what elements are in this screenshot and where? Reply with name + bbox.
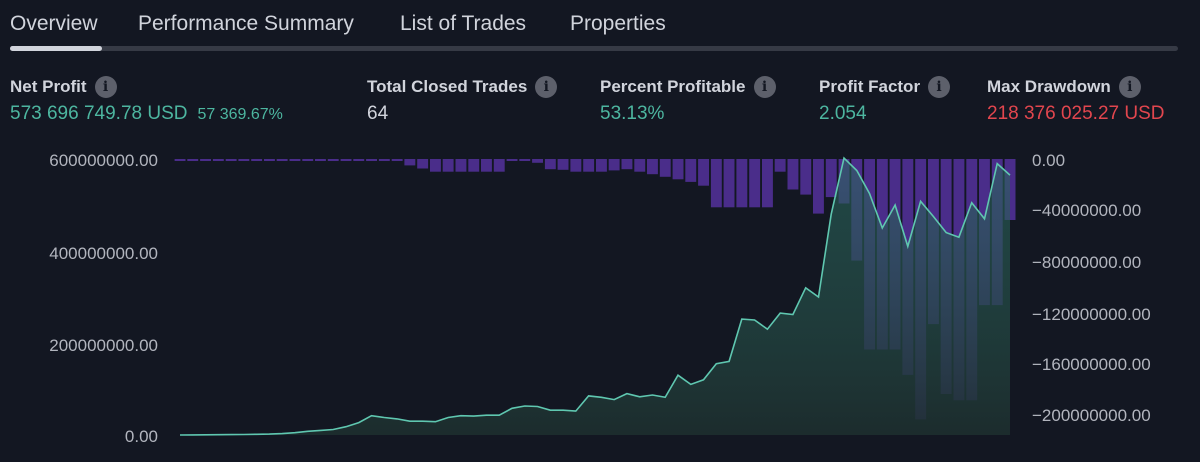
left-tick-label: 0.00 (125, 427, 158, 446)
metric-label: Percent Profitable (600, 77, 746, 96)
left-axis: 600000000.00 400000000.00 200000000.00 0… (49, 151, 158, 446)
drawdown-bar (813, 159, 824, 214)
info-icon[interactable]: i (94, 76, 117, 98)
drawdown-bar (608, 159, 620, 171)
drawdown-bar (583, 159, 595, 172)
drawdown-bar (519, 159, 531, 161)
info-icon[interactable]: i (753, 76, 776, 98)
net-profit-value: 573 696 749.78 USD 57 369.67% (10, 103, 283, 125)
metric-net-profit: Net Profit i 573 696 749.78 USD 57 369.67% (10, 76, 283, 125)
drawdown-bar (570, 159, 582, 172)
left-tick-label: 400000000.00 (49, 244, 158, 263)
right-tick-label: −120000000.00 (1032, 305, 1151, 324)
right-tick-label: −80000000.00 (1032, 253, 1141, 272)
drawdown-bar (225, 159, 237, 161)
max-drawdown-value: 218 376 025.27 USD (987, 103, 1165, 124)
drawdown-bar (353, 159, 365, 161)
metric-label: Net Profit (10, 77, 87, 96)
tab-overview[interactable]: Overview (10, 12, 98, 35)
tab-track (10, 46, 1178, 51)
tab-properties[interactable]: Properties (570, 12, 666, 35)
drawdown-bar (289, 159, 301, 161)
right-tick-label: −40000000.00 (1032, 201, 1141, 220)
drawdown-bar (455, 159, 467, 172)
metric-max-drawdown: Max Drawdown i 218 376 025.27 USD (987, 76, 1200, 125)
drawdown-bar (749, 159, 761, 208)
drawdown-bar (698, 159, 709, 186)
drawdown-bar (762, 159, 773, 208)
drawdown-bar (532, 159, 543, 163)
drawdown-bar (557, 159, 569, 170)
right-axis: 0.00 −40000000.00 −80000000.00 −12000000… (1032, 151, 1151, 425)
drawdown-bar (251, 159, 263, 161)
equity-area (180, 158, 1010, 435)
percent-profitable-value: 53.13% (600, 103, 665, 124)
drawdown-bar (506, 159, 518, 161)
total-closed-trades-value: 64 (367, 103, 389, 124)
metric-label: Total Closed Trades (367, 77, 528, 96)
drawdown-bar (174, 159, 186, 161)
drawdown-bar (596, 159, 607, 172)
drawdown-bar (647, 159, 658, 175)
drawdown-bar (710, 159, 722, 208)
drawdown-bar (404, 159, 416, 166)
right-tick-label: −160000000.00 (1032, 355, 1151, 374)
drawdown-bar (468, 159, 480, 172)
left-tick-label: 600000000.00 (49, 151, 158, 170)
drawdown-bar (276, 159, 288, 161)
drawdown-bar (200, 159, 211, 161)
drawdown-bar (736, 159, 748, 208)
drawdown-bar (391, 159, 403, 161)
drawdown-bar (1004, 159, 1016, 220)
drawdown-bar (327, 159, 339, 161)
net-profit-percent: 57 369.67% (197, 106, 283, 123)
drawdown-bar (723, 159, 735, 208)
drawdown-bar (340, 159, 352, 161)
net-profit-amount: 573 696 749.78 USD (10, 103, 188, 124)
drawdown-bar (672, 159, 684, 180)
drawdown-bar (659, 159, 671, 177)
drawdown-bar (302, 159, 314, 161)
drawdown-bar (481, 159, 492, 172)
drawdown-bar (366, 159, 377, 161)
drawdown-bar (544, 159, 556, 170)
tab-list-of-trades[interactable]: List of Trades (400, 12, 527, 35)
right-tick-label: 0.00 (1032, 151, 1065, 170)
tab-bar: Overview Performance Summary List of Tra… (0, 0, 1200, 52)
drawdown-bar (442, 159, 454, 172)
drawdown-bar (378, 159, 390, 161)
metric-label: Max Drawdown (987, 77, 1111, 96)
tab-performance-summary[interactable]: Performance Summary (138, 12, 354, 35)
drawdown-bar (187, 159, 199, 161)
info-icon[interactable]: i (1118, 76, 1141, 98)
drawdown-bar (685, 159, 697, 182)
drawdown-bar (264, 159, 275, 161)
drawdown-bar (212, 159, 224, 161)
drawdown-bar (430, 159, 441, 172)
drawdown-bar (621, 159, 633, 170)
left-tick-label: 200000000.00 (49, 336, 158, 355)
right-tick-label: −200000000.00 (1032, 406, 1151, 425)
drawdown-bar (238, 159, 250, 161)
profit-factor-value: 2.054 (819, 103, 867, 124)
metric-total-closed-trades: Total Closed Trades i 64 (367, 76, 558, 125)
drawdown-bar (825, 159, 837, 198)
tab-active-indicator (10, 46, 102, 51)
drawdown-bar (800, 159, 812, 195)
drawdown-bar (493, 159, 505, 172)
equity-line (179, 156, 1011, 436)
drawdown-bar (634, 159, 646, 172)
metric-percent-profitable: Percent Profitable i 53.13% (600, 76, 776, 125)
drawdown-bar (787, 159, 799, 190)
info-icon[interactable]: i (535, 76, 558, 98)
metric-label: Profit Factor (819, 77, 921, 96)
metric-profit-factor: Profit Factor i 2.054 (819, 76, 951, 125)
drawdown-bar (315, 159, 326, 161)
info-icon[interactable]: i (928, 76, 951, 98)
drawdown-bar (774, 159, 786, 172)
drawdown-bar (417, 159, 429, 169)
